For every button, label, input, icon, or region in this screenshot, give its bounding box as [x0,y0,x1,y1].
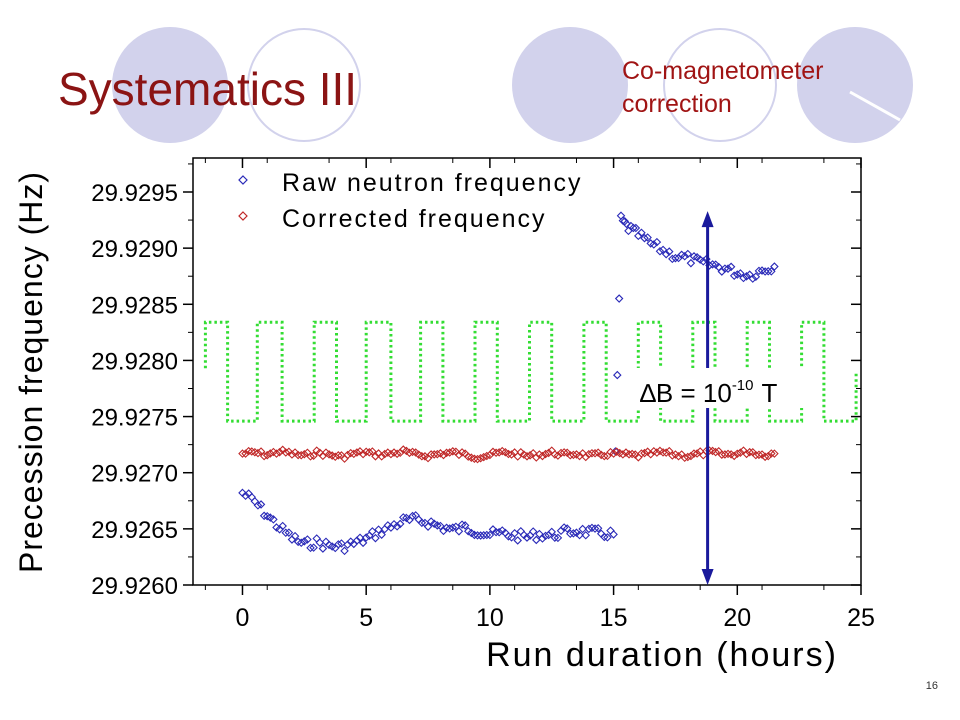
y-tick-label: 29.9280 [91,348,178,375]
legend-marker-corrected [239,212,247,220]
slide-subtitle: Co-magnetometer correction [622,55,823,121]
legend: Raw neutron frequency Corrected frequenc… [239,169,582,233]
subtitle-line-1: Co-magnetometer [622,55,823,88]
y-tick-label: 29.9295 [91,180,178,207]
y-tick-label: 29.9270 [91,461,178,488]
raw-point [614,372,621,379]
slide-number: 16 [926,680,938,692]
x-tick-label: 5 [359,604,373,632]
slide-title: Systematics III [58,62,357,116]
raw-point [607,527,614,534]
raw-point [251,498,258,505]
y-tick-label: 29.9275 [91,405,178,432]
y-tick-label: 29.9265 [91,517,178,544]
y-axis-label: Precession frequency (Hz) [13,171,49,573]
x-tick-label: 20 [723,604,751,632]
legend-marker-raw [239,176,247,184]
y-tick-label: 29.9285 [91,292,178,319]
y-tick-label: 29.9260 [91,573,178,600]
raw-point [455,528,462,535]
corrected-point [700,452,707,459]
x-tick-label: 10 [476,604,504,632]
legend-label-corrected: Corrected frequency [282,205,547,233]
legend-label-raw: Raw neutron frequency [282,169,582,197]
arrow-head-top [702,211,714,227]
x-tick-label: 25 [847,604,875,632]
subtitle-line-2: correction [622,88,823,121]
raw-point [313,535,320,542]
raw-point [616,295,623,302]
raw-point [514,537,521,544]
series-corrected-frequency [239,446,778,463]
y-tick-label: 29.9290 [91,236,178,263]
x-axis-label: Run duration (hours) [486,636,838,674]
delta-b-annotation: ∆B = 10-10 T [636,211,806,585]
raw-point [341,547,348,554]
raw-point [369,528,376,535]
arrow-head-bottom [702,569,714,585]
decor-circle-filled-2 [512,27,628,143]
x-tick-label: 15 [600,604,628,632]
x-tick-label: 0 [236,604,250,632]
raw-point [687,260,694,267]
